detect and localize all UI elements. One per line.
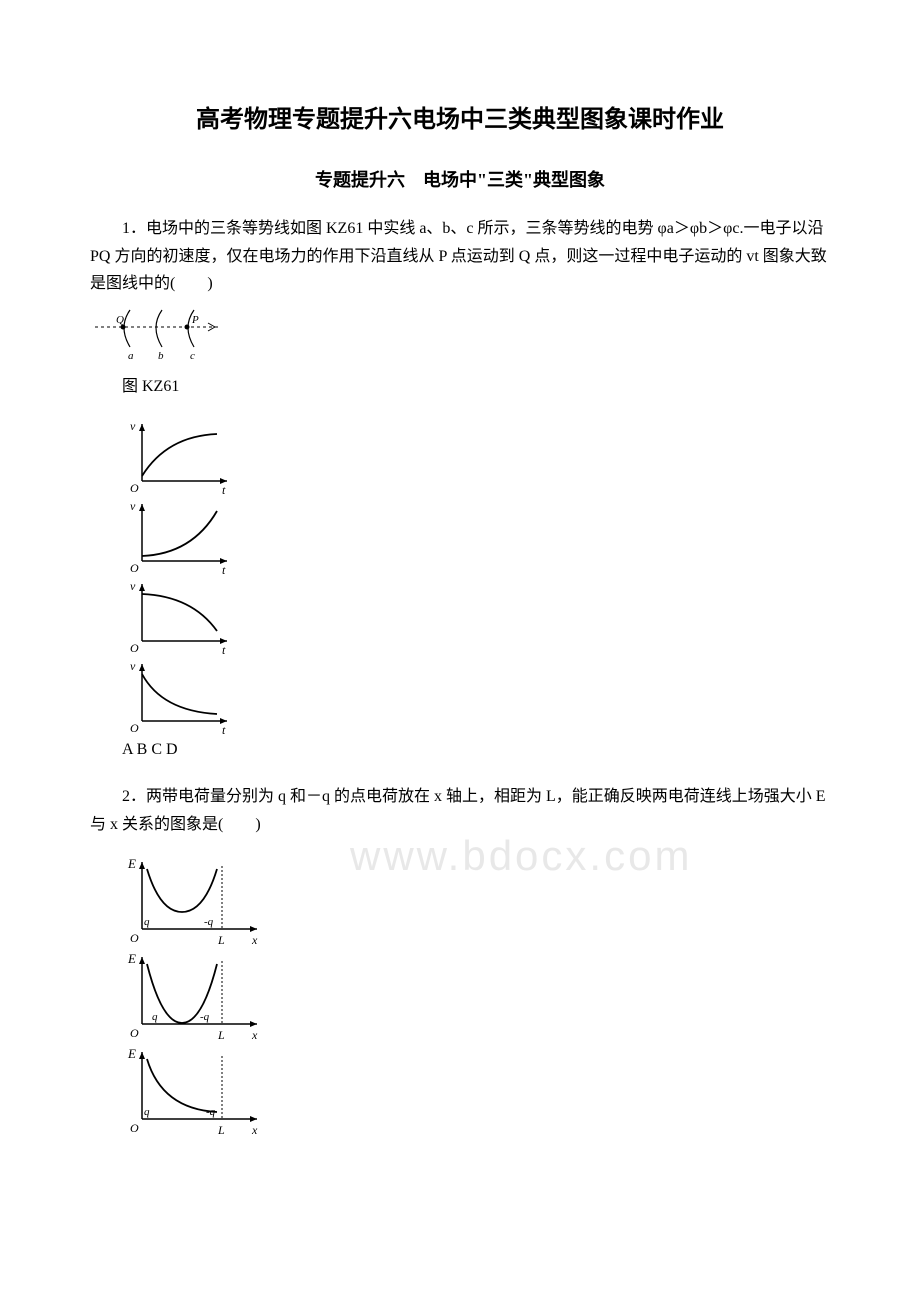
svg-text:v: v — [130, 419, 136, 433]
svg-text:E: E — [127, 1046, 136, 1061]
figure-kz61: Q P a b c — [90, 305, 830, 365]
svg-text:c: c — [190, 350, 195, 362]
equipotential-diagram: Q P a b c — [90, 305, 230, 365]
vt-graph-d: v t O — [122, 656, 242, 736]
svg-text:b: b — [158, 350, 164, 362]
svg-text:O: O — [130, 721, 139, 735]
svg-text:-q: -q — [206, 1106, 216, 1118]
svg-text:L: L — [217, 1123, 225, 1137]
svg-text:x: x — [251, 1123, 258, 1137]
svg-text:E: E — [127, 951, 136, 966]
figure-kz61-label: 图 KZ61 — [122, 373, 830, 400]
svg-text:L: L — [217, 1028, 225, 1042]
svg-text:t: t — [222, 643, 226, 656]
svg-text:t: t — [222, 723, 226, 736]
svg-text:v: v — [130, 499, 136, 513]
svg-text:O: O — [130, 481, 139, 495]
page-content: www.bdocx.com 高考物理专题提升六电场中三类典型图象课时作业 专题提… — [90, 100, 830, 1139]
svg-text:O: O — [130, 1026, 139, 1040]
ex-graph-2: E x O q -q L — [122, 949, 272, 1044]
q1-options-label: A B C D — [122, 736, 830, 763]
ex-graph-3: E x O q -q L — [122, 1044, 272, 1139]
svg-text:t: t — [222, 483, 226, 496]
svg-text:O: O — [130, 931, 139, 945]
svg-text:q: q — [152, 1011, 158, 1023]
subtitle: 专题提升六 电场中"三类"典型图象 — [90, 165, 830, 196]
svg-text:O: O — [130, 561, 139, 575]
svg-text:q: q — [144, 1106, 150, 1118]
svg-text:O: O — [130, 1121, 139, 1135]
main-title: 高考物理专题提升六电场中三类典型图象课时作业 — [90, 100, 830, 141]
svg-text:Q: Q — [116, 314, 124, 326]
svg-text:v: v — [130, 579, 136, 593]
q1-option-graphs: v t O v t O v t O — [122, 416, 830, 736]
svg-text:v: v — [130, 659, 136, 673]
question-1-text: 1．电场中的三条等势线如图 KZ61 中实线 a、b、c 所示，三条等势线的电势… — [90, 215, 830, 297]
svg-text:t: t — [222, 563, 226, 576]
svg-text:P: P — [191, 314, 199, 326]
svg-text:L: L — [217, 933, 225, 947]
svg-text:x: x — [251, 933, 258, 947]
q2-option-graphs: E x O q -q L E x O q -q L — [122, 854, 830, 1139]
svg-text:a: a — [128, 350, 134, 362]
svg-text:q: q — [144, 916, 150, 928]
svg-text:O: O — [130, 641, 139, 655]
svg-text:E: E — [127, 856, 136, 871]
svg-text:-q: -q — [200, 1011, 210, 1023]
vt-graph-a: v t O — [122, 416, 242, 496]
vt-graph-b: v t O — [122, 496, 242, 576]
vt-graph-c: v t O — [122, 576, 242, 656]
svg-text:x: x — [251, 1028, 258, 1042]
ex-graph-1: E x O q -q L — [122, 854, 272, 949]
question-2-text: 2．两带电荷量分别为 q 和－q 的点电荷放在 x 轴上，相距为 L，能正确反映… — [90, 783, 830, 837]
svg-text:-q: -q — [204, 916, 214, 928]
